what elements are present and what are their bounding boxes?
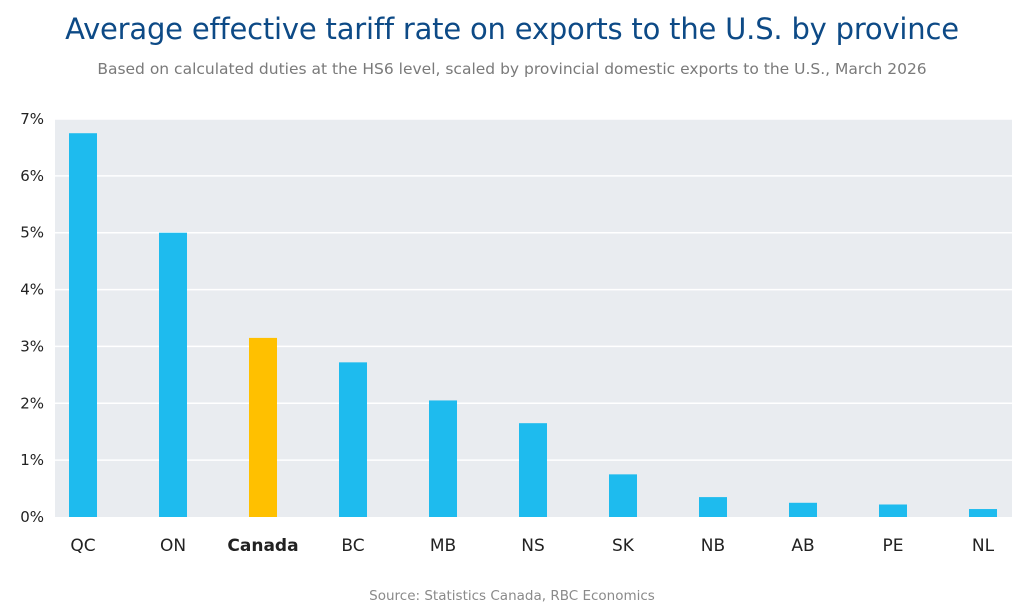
- chart-subtitle: Based on calculated duties at the HS6 le…: [97, 60, 927, 78]
- y-tick-label: 3%: [20, 337, 44, 355]
- chart-source: Source: Statistics Canada, RBC Economics: [369, 588, 655, 604]
- bar-mb: [429, 400, 457, 517]
- x-tick-label: ON: [160, 536, 186, 556]
- x-tick-label: PE: [883, 536, 904, 556]
- y-tick-label: 5%: [20, 224, 44, 242]
- x-tick-label: SK: [612, 536, 635, 556]
- chart-title: Average effective tariff rate on exports…: [65, 12, 959, 46]
- x-tick-label: MB: [430, 536, 456, 556]
- bar-pe: [879, 504, 907, 517]
- y-tick-label: 1%: [20, 451, 44, 469]
- x-tick-label: NB: [701, 536, 725, 556]
- bar-bc: [339, 362, 367, 517]
- bar-nl: [969, 509, 997, 517]
- bar-canada: [249, 337, 277, 517]
- bar-ns: [519, 423, 547, 517]
- x-tick-label: BC: [341, 536, 364, 556]
- bar-nb: [699, 497, 727, 517]
- y-tick-label: 0%: [20, 508, 44, 526]
- y-tick-label: 7%: [20, 110, 44, 128]
- y-tick-label: 6%: [20, 167, 44, 185]
- bar-ab: [789, 502, 817, 517]
- x-tick-label: Canada: [227, 536, 298, 556]
- bar-qc: [69, 133, 97, 517]
- bar-sk: [609, 474, 637, 517]
- bar-on: [159, 232, 187, 517]
- y-tick-label: 4%: [20, 281, 44, 299]
- x-tick-label: NL: [972, 536, 995, 556]
- x-tick-label: AB: [791, 536, 814, 556]
- x-tick-label: QC: [70, 536, 95, 556]
- y-tick-label: 2%: [20, 394, 44, 412]
- x-tick-label: NS: [521, 536, 545, 556]
